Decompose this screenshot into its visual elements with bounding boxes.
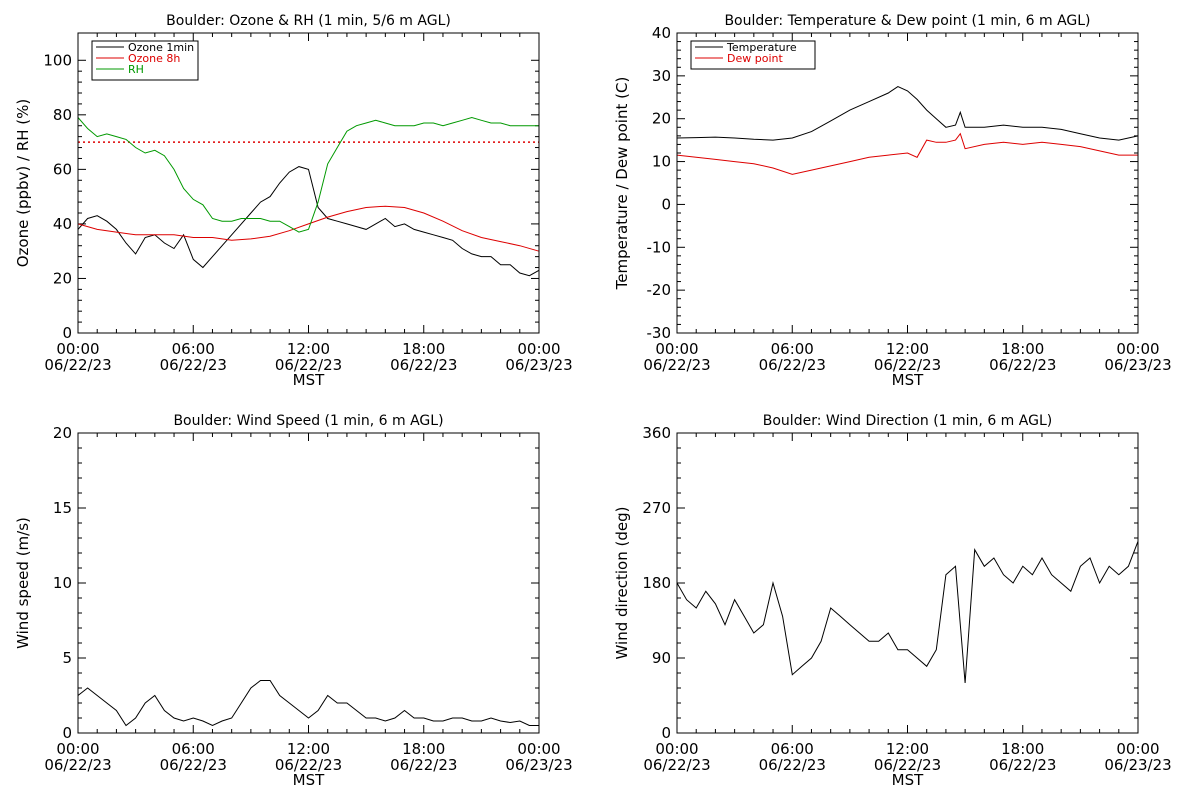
x-tick-date: 06/22/23 <box>989 756 1056 774</box>
x-tick-date: 06/22/23 <box>874 756 941 774</box>
y-axis-label: Wind speed (m/s) <box>14 517 32 649</box>
y-tick-label: -20 <box>647 281 672 299</box>
series-line-dew-point <box>676 132 1138 175</box>
chart-title: Boulder: Ozone & RH (1 min, 5/6 m AGL) <box>166 13 451 29</box>
x-tick-date: 06/22/23 <box>390 356 457 374</box>
x-tick-time: 18:00 <box>1001 740 1044 758</box>
x-tick-time: 12:00 <box>886 340 929 358</box>
x-tick-date: 06/22/23 <box>759 756 826 774</box>
legend-entry: Temperature <box>726 41 797 54</box>
y-tick-label: 0 <box>661 195 671 213</box>
y-axis-label: Wind direction (deg) <box>613 507 631 660</box>
x-tick-date: 06/23/23 <box>505 356 572 374</box>
x-tick-date: 06/22/23 <box>160 356 227 374</box>
series-line-temperature <box>676 86 1139 141</box>
x-tick-date: 06/22/23 <box>275 356 342 374</box>
series-line-ozone-8h <box>77 205 540 252</box>
plot-frame <box>676 32 1139 334</box>
plot-frame <box>77 32 540 334</box>
x-tick-date: 06/23/23 <box>1104 356 1171 374</box>
x-tick-date: 06/22/23 <box>989 356 1056 374</box>
y-tick-label: 90 <box>652 649 671 667</box>
x-tick-time: 00:00 <box>1116 740 1159 758</box>
x-tick-time: 00:00 <box>56 740 99 758</box>
legend-entry: Ozone 1min <box>128 41 194 54</box>
x-axis-label: MST <box>892 771 924 789</box>
x-tick-time: 18:00 <box>402 340 445 358</box>
x-tick-date: 06/22/23 <box>44 756 111 774</box>
series-line-data <box>77 680 539 727</box>
x-tick-time: 00:00 <box>1116 340 1159 358</box>
y-tick-label: 5 <box>62 649 72 667</box>
y-tick-label: 0 <box>62 724 72 742</box>
x-axis-label: MST <box>293 371 325 389</box>
y-tick-label: 0 <box>62 324 72 342</box>
y-tick-label: 20 <box>652 110 671 128</box>
y-tick-label: 100 <box>43 51 72 69</box>
y-tick-label: 30 <box>652 67 671 85</box>
y-tick-label: 40 <box>652 24 671 42</box>
y-tick-label: 180 <box>642 574 671 592</box>
chart-panel-3: Boulder: Wind Speed (1 min, 6 m AGL) Wind… <box>14 413 573 789</box>
y-tick-label: 10 <box>53 574 72 592</box>
chart-panel-4: Boulder: Wind Direction (1 min, 6 m AGL)… <box>613 413 1172 789</box>
x-tick-time: 00:00 <box>517 740 560 758</box>
plot-frame <box>676 432 1139 734</box>
x-tick-time: 00:00 <box>56 340 99 358</box>
chart-title: Boulder: Wind Direction (1 min, 6 m AGL) <box>763 413 1052 429</box>
x-tick-date: 06/23/23 <box>1104 756 1171 774</box>
y-tick-label: -30 <box>647 324 672 342</box>
x-tick-time: 18:00 <box>1001 340 1044 358</box>
y-tick-label: 40 <box>53 215 72 233</box>
y-axis-label: Temperature / Dew point (C) <box>613 77 631 291</box>
x-tick-date: 06/22/23 <box>390 756 457 774</box>
x-tick-date: 06/22/23 <box>643 356 710 374</box>
x-tick-time: 12:00 <box>287 340 330 358</box>
y-tick-label: 15 <box>53 499 72 517</box>
x-axis-label: MST <box>892 371 924 389</box>
x-tick-time: 06:00 <box>771 340 814 358</box>
series-line-ozone-1min <box>77 166 540 277</box>
x-tick-date: 06/23/23 <box>505 756 572 774</box>
x-tick-date: 06/22/23 <box>275 756 342 774</box>
legend-box <box>690 40 816 70</box>
x-tick-time: 00:00 <box>517 340 560 358</box>
y-tick-label: 60 <box>53 160 72 178</box>
legend-entry: Dew point <box>727 52 783 65</box>
series-line-data <box>676 541 1139 684</box>
plot-frame <box>77 432 540 734</box>
y-tick-label: 80 <box>53 106 72 124</box>
x-axis-label: MST <box>293 771 325 789</box>
y-tick-label: 360 <box>642 424 671 442</box>
y-tick-label: -10 <box>647 238 672 256</box>
y-tick-label: 0 <box>661 724 671 742</box>
y-tick-label: 20 <box>53 269 72 287</box>
x-tick-time: 06:00 <box>771 740 814 758</box>
x-tick-time: 18:00 <box>402 740 445 758</box>
x-tick-time: 00:00 <box>655 340 698 358</box>
x-tick-time: 00:00 <box>655 740 698 758</box>
chart-title: Boulder: Temperature & Dew point (1 min,… <box>724 13 1090 29</box>
y-axis-label: Ozone (ppbv) / RH (%) <box>14 99 32 268</box>
y-tick-label: 10 <box>652 153 671 171</box>
x-tick-date: 06/22/23 <box>759 356 826 374</box>
y-tick-label: 20 <box>53 424 72 442</box>
x-tick-date: 06/22/23 <box>643 756 710 774</box>
x-tick-time: 12:00 <box>287 740 330 758</box>
x-tick-time: 12:00 <box>886 740 929 758</box>
y-tick-label: 270 <box>642 499 671 517</box>
series-line-rh <box>77 116 539 233</box>
x-tick-date: 06/22/23 <box>160 756 227 774</box>
x-tick-date: 06/22/23 <box>44 356 111 374</box>
legend-entry: RH <box>128 63 144 76</box>
x-tick-time: 06:00 <box>172 740 215 758</box>
chart-panel-1: Boulder: Ozone & RH (1 min, 5/6 m AGL) Oz… <box>14 13 573 389</box>
chart-panel-2: Boulder: Temperature & Dew point (1 min,… <box>613 13 1172 389</box>
chart-title: Boulder: Wind Speed (1 min, 6 m AGL) <box>173 413 443 429</box>
x-tick-time: 06:00 <box>172 340 215 358</box>
legend-entry: Ozone 8h <box>128 52 180 65</box>
x-tick-date: 06/22/23 <box>874 356 941 374</box>
